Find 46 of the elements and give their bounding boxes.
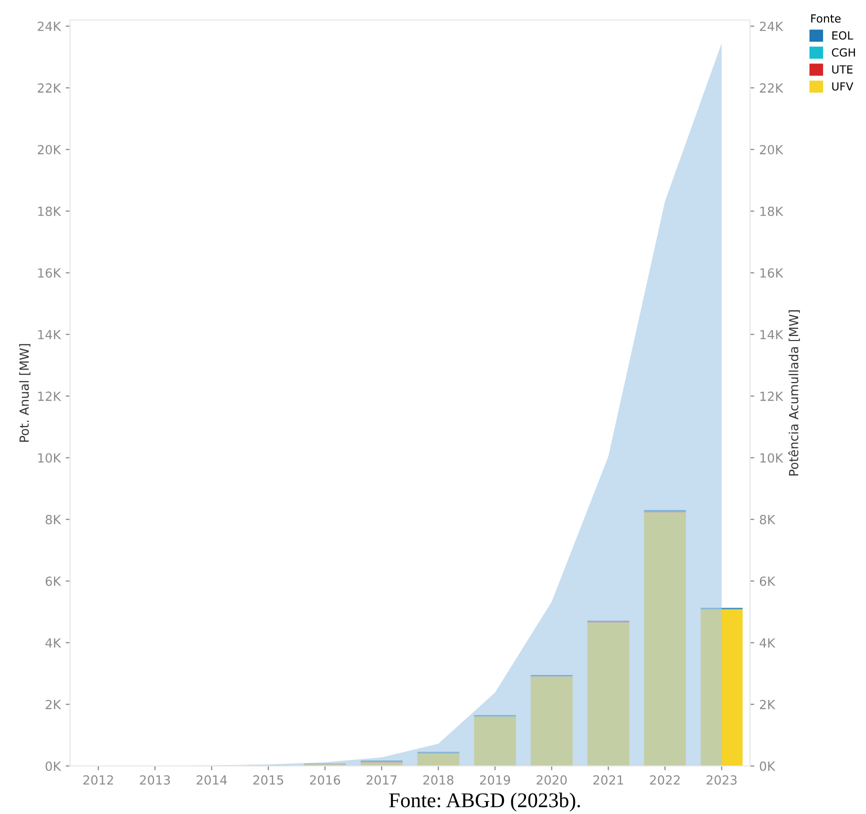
y2-tick-label: 20K <box>760 144 784 154</box>
y-tick-label: 24K <box>38 22 62 31</box>
y2-tick-label: 12K <box>760 392 784 401</box>
x-tick-label: 2012 <box>83 775 113 785</box>
x-tick-label: 2020 <box>536 775 567 785</box>
x-tick-label: 2018 <box>423 775 454 785</box>
y-tick-label: 6K <box>46 576 62 586</box>
y2-tick-label: 8K <box>760 514 776 524</box>
y-tick-label: 0K <box>46 761 62 771</box>
y-tick-label: 12K <box>38 392 62 401</box>
y2-tick-label: 22K <box>760 83 784 93</box>
y-tick-label: 18K <box>38 206 62 216</box>
legend-label: EOL <box>832 31 854 40</box>
y2-tick-label: 16K <box>760 268 784 278</box>
y-tick-label: 16K <box>38 268 62 278</box>
y2-tick-label: 0K <box>760 761 776 771</box>
legend-title: Fonte <box>811 14 841 23</box>
x-tick-label: 2016 <box>310 775 340 785</box>
y2-tick-label: 6K <box>760 576 776 586</box>
x-tick-label: 2021 <box>593 775 624 785</box>
x-tick-label: 2015 <box>253 775 284 785</box>
legend-label: CGH <box>832 48 855 57</box>
y-tick-label: 10K <box>38 453 62 463</box>
y-tick-label: 14K <box>38 330 62 340</box>
x-tick-label: 2019 <box>480 775 510 785</box>
x-tick-label: 2023 <box>706 775 737 785</box>
y-tick-label: 20K <box>38 144 62 154</box>
y-axis-title: Pot. Anual [MW] <box>19 344 30 442</box>
y2-axis-title: Potência Acumullada [MW] <box>788 310 800 476</box>
y2-tick-label: 10K <box>760 453 784 463</box>
y2-tick-label: 24K <box>760 22 784 31</box>
x-tick-label: 2013 <box>140 775 170 785</box>
source-note: Fonte: ABGD (2023b). <box>389 792 580 812</box>
y2-tick-label: 14K <box>760 330 784 340</box>
y2-tick-label: 4K <box>760 638 776 648</box>
legend-label: UFV <box>832 82 854 91</box>
y-tick-label: 2K <box>46 700 62 710</box>
x-tick-label: 2017 <box>366 775 397 785</box>
y2-tick-label: 18K <box>760 206 784 216</box>
y-tick-label: 22K <box>38 83 62 93</box>
x-tick-label: 2014 <box>196 775 227 785</box>
y-tick-label: 4K <box>45 638 62 648</box>
x-tick-label: 2022 <box>650 775 680 785</box>
y2-tick-label: 2K <box>760 700 776 710</box>
y-tick-label: 8K <box>46 514 62 524</box>
legend-label: UTE <box>832 65 853 74</box>
